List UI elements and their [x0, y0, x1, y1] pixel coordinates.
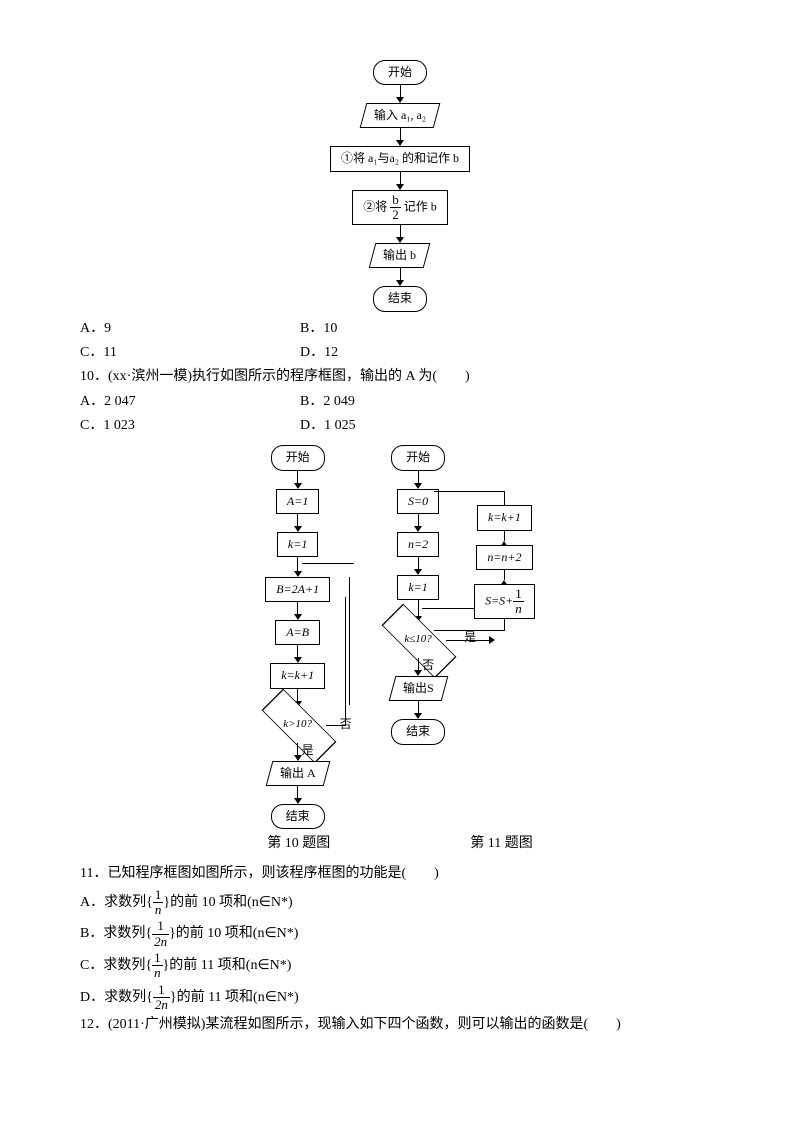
question-12: 12．(2011·广州模拟)某流程如图所示，现输入如下四个函数，则可以输出的函数… [80, 1014, 720, 1036]
option-a: A．2 047 [80, 391, 260, 413]
flowchart-q11-left: 开始 S=0 n=2 k=1 k≤10? 是 否 输 [390, 445, 446, 744]
fc-decision: k>10? 否 [270, 707, 326, 743]
fc-end: 结束 [391, 719, 445, 744]
flowchart-q11-right: k=k+1 n=n+2 S=S+1n [474, 505, 535, 619]
dual-flowcharts: 开始 A=1 k=1 B=2A+1 A=B k=k+1 k>10? 否 是 [80, 445, 720, 829]
question-10: 10．(xx·滨州一模)执行如图所示的程序框图，输出的 A 为( ) [80, 366, 720, 388]
fc-step-ab: A=B [275, 620, 320, 645]
option-c: C．11 [80, 342, 260, 364]
fc-init-k: k=1 [277, 532, 318, 557]
q11-option-c: C．求数列{1n}的前 11 项和(n∈N*) [80, 951, 720, 981]
fc-step-n: n=n+2 [476, 545, 532, 570]
options-q10: A．2 047 B．2 049 C．1 023 D．1 025 [80, 391, 720, 438]
q11-option-b: B．求数列{12n}的前 10 项和(n∈N*) [80, 919, 720, 949]
fc-input: 输入 a₁, a₂ [360, 103, 441, 128]
fc-output: 输出 b [369, 243, 431, 268]
label-yes: 是 [302, 741, 314, 760]
fc-start: 开始 [373, 60, 427, 85]
fc-step1: ①将 a₁与a₂ 的和记作 b [330, 146, 470, 171]
option-b: B．10 [300, 318, 480, 340]
fc-end: 结束 [271, 804, 325, 829]
connector [396, 225, 404, 243]
option-c: C．1 023 [80, 415, 260, 437]
fc-step-b: B=2A+1 [265, 577, 330, 602]
fc-decision: k≤10? 是 [390, 622, 446, 658]
question-11: 11．已知程序框图如图所示，则该程序框图的功能是( ) [80, 863, 720, 885]
fc-init-k: k=1 [397, 575, 438, 600]
fc-start: 开始 [391, 445, 445, 470]
option-d: D．12 [300, 342, 480, 364]
fc-start: 开始 [271, 445, 325, 470]
q11-option-a: A．求数列{1n}的前 10 项和(n∈N*) [80, 888, 720, 918]
label-no: 否 [422, 656, 434, 675]
connector [396, 268, 404, 286]
fc-output: 输出S [388, 676, 447, 701]
label-chart-10: 第 10 题图 [267, 833, 330, 855]
fc-step2: ②将 b2 记作 b [352, 190, 448, 226]
flowchart-top: 开始 输入 a₁, a₂ ①将 a₁与a₂ 的和记作 b ②将 b2 记作 b … [80, 60, 720, 312]
fc-end: 结束 [373, 286, 427, 311]
options-q-prev: A．9 B．10 C．11 D．12 [80, 318, 720, 365]
option-b: B．2 049 [300, 391, 480, 413]
connector [396, 128, 404, 146]
q11-option-d: D．求数列{12n}的前 11 项和(n∈N*) [80, 983, 720, 1013]
fc-init-a: A=1 [276, 489, 319, 514]
option-a: A．9 [80, 318, 260, 340]
fc-init-n: n=2 [397, 532, 439, 557]
label-chart-11: 第 11 题图 [470, 833, 532, 855]
fc-step-k: k=k+1 [477, 505, 532, 530]
flowchart-q10: 开始 A=1 k=1 B=2A+1 A=B k=k+1 k>10? 否 是 [265, 445, 330, 829]
option-d: D．1 025 [300, 415, 480, 437]
fc-step-k: k=k+1 [270, 663, 325, 688]
fc-step-s: S=S+1n [474, 584, 535, 620]
fc-output: 输出 A [265, 761, 329, 786]
fc-init-s: S=0 [397, 489, 439, 514]
connector [396, 172, 404, 190]
connector [396, 85, 404, 103]
chart-labels: 第 10 题图 第 11 题图 [80, 833, 720, 855]
